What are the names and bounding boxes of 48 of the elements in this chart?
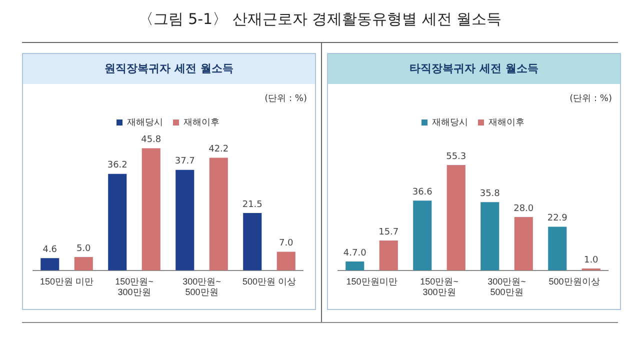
bar [74, 257, 93, 270]
bar [176, 170, 194, 270]
data-label: 36.6 [412, 187, 433, 198]
bar [243, 213, 262, 270]
x-tick-label: 150만원~ 300만원 [115, 276, 154, 298]
data-label: 35.8 [480, 189, 500, 200]
data-label: 4.7.0 [343, 248, 367, 258]
x-tick-label: 500만원 이상 [242, 276, 296, 286]
legend-label: 재해이후 [488, 116, 524, 127]
data-label: 28.0 [514, 204, 534, 214]
data-label: 1.0 [584, 255, 599, 266]
data-label: 36.2 [107, 160, 128, 171]
x-tick-label: 150만원 미만 [40, 276, 94, 286]
data-label: 37.7 [174, 156, 195, 167]
bar [209, 158, 228, 270]
legend-label: 재해이후 [184, 116, 220, 127]
data-label: 4.6 [42, 244, 58, 255]
data-label: 55.3 [446, 152, 466, 162]
data-label: 42.2 [208, 144, 229, 155]
bar [548, 226, 567, 270]
x-tick-label: 500만원이상 [548, 276, 600, 286]
x-tick-label: 150만원~ 300만원 [420, 276, 458, 298]
bar [108, 174, 127, 270]
bar [379, 240, 398, 270]
data-label: 21.5 [242, 200, 262, 210]
x-tick-label: 150만원미만 [346, 276, 398, 286]
bar [346, 261, 364, 270]
data-label: 15.7 [378, 227, 399, 238]
data-label: 5.0 [76, 244, 92, 254]
bar [480, 202, 500, 270]
legend-label: 재해당시 [432, 116, 468, 127]
legend-label: 재해당시 [127, 116, 163, 127]
text: 〈그림 5-1〉 산재근로자 경제활동유형별 세전 월소득 [137, 9, 503, 30]
bar [514, 217, 533, 270]
bar [446, 165, 466, 270]
bar [142, 148, 160, 270]
bar [413, 200, 432, 270]
text: (단위 : %) [570, 93, 612, 105]
bar [40, 258, 60, 270]
data-label: 7.0 [278, 238, 294, 249]
text: (단위 : %) [264, 93, 307, 105]
x-tick-label: 300만원~ 500만원 [488, 276, 526, 298]
chart-title: 원직장복귀자 세전 월소득 [23, 54, 315, 84]
data-label: 22.9 [547, 214, 568, 224]
bar [276, 252, 296, 270]
data-label: 45.8 [141, 135, 162, 146]
chart-title: 타직장복귀자 세전 월소득 [328, 54, 620, 84]
x-tick-label: 300만원~ 500만원 [182, 276, 221, 298]
